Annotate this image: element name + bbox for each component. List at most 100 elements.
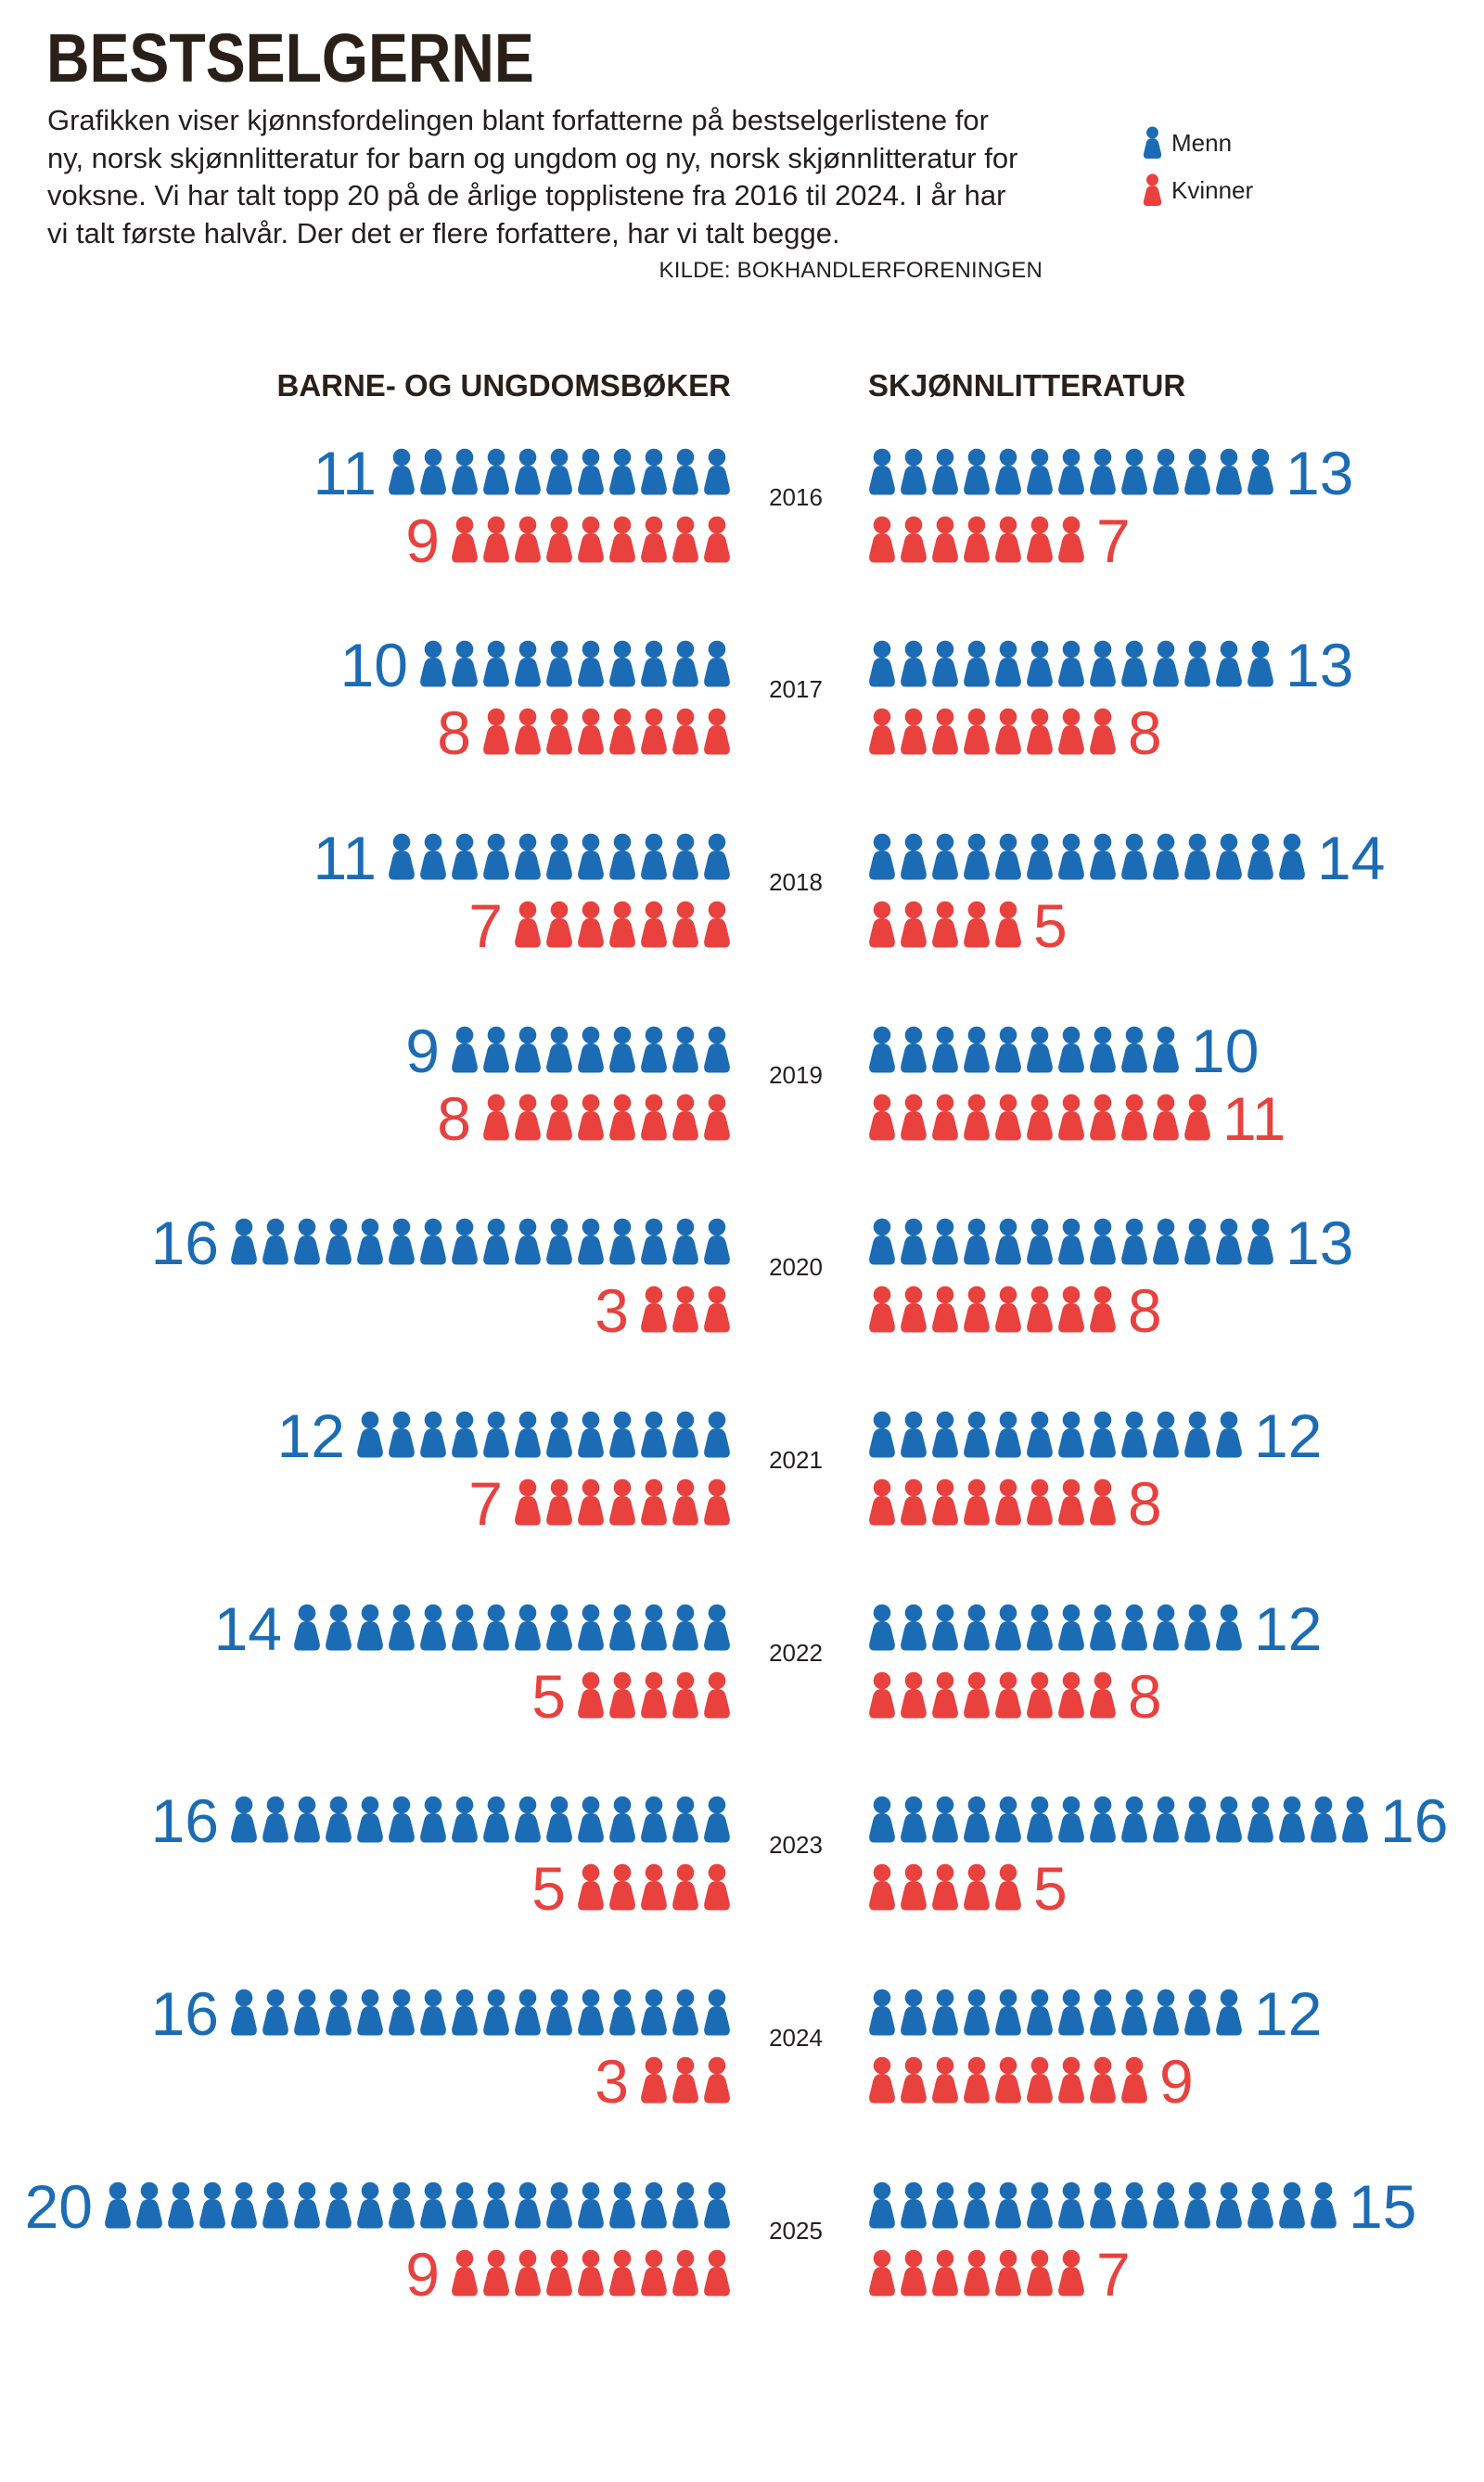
- woman-icon: [1057, 2249, 1085, 2297]
- women-count-label: 7: [1096, 2239, 1131, 2309]
- man-icon: [577, 2181, 605, 2230]
- man-icon: [672, 2181, 699, 2230]
- woman-icon: [514, 2249, 542, 2297]
- woman-icon: [1026, 2056, 1054, 2105]
- woman-icon: [514, 516, 542, 564]
- man-icon: [994, 640, 1022, 688]
- woman-icon: [963, 1094, 991, 1142]
- women-count-label: 8: [1128, 698, 1162, 768]
- man-icon: [514, 448, 542, 496]
- woman-icon: [994, 708, 1022, 756]
- woman-icon: [868, 516, 896, 564]
- year-label: 2024: [769, 2024, 823, 2053]
- man-icon: [577, 1796, 605, 1844]
- woman-icon: [1120, 1094, 1148, 1142]
- man-icon: [672, 448, 699, 496]
- man-icon: [104, 2181, 132, 2230]
- man-icon: [419, 640, 447, 688]
- woman-icon: [514, 1478, 542, 1527]
- men-count-label: 14: [1317, 823, 1386, 892]
- man-icon: [451, 448, 479, 496]
- man-icon: [1247, 640, 1274, 688]
- man-icon: [577, 1604, 605, 1652]
- man-icon: [1089, 2181, 1117, 2230]
- man-icon: [608, 1218, 636, 1266]
- man-icon: [1057, 1411, 1085, 1459]
- women-count-label: 5: [1033, 890, 1068, 960]
- man-icon: [545, 448, 573, 496]
- man-icon: [963, 1218, 991, 1266]
- man-icon: [994, 1411, 1022, 1459]
- man-icon: [545, 1989, 573, 2037]
- man-icon: [1152, 1796, 1180, 1844]
- woman-icon: [577, 1094, 605, 1142]
- man-icon: [482, 640, 510, 688]
- man-icon: [1152, 448, 1180, 496]
- man-icon: [608, 1989, 636, 2037]
- woman-icon: [545, 1094, 573, 1142]
- man-icon: [672, 1989, 699, 2037]
- woman-icon: [703, 2249, 731, 2297]
- men-count-label: 12: [1254, 1401, 1323, 1470]
- woman-icon: [514, 1094, 542, 1142]
- man-icon: [545, 833, 573, 881]
- man-icon: [672, 640, 699, 688]
- woman-icon: [963, 1478, 991, 1527]
- man-icon: [703, 1218, 731, 1266]
- man-icon: [482, 833, 510, 881]
- man-icon: [1026, 833, 1054, 881]
- woman-icon: [994, 2249, 1022, 2297]
- man-icon: [356, 1604, 384, 1652]
- woman-icon: [900, 901, 928, 949]
- man-icon: [1026, 1989, 1054, 2037]
- man-icon: [325, 1218, 352, 1266]
- man-icon: [293, 1989, 321, 2037]
- woman-icon: [482, 708, 510, 756]
- man-icon: [1120, 2181, 1148, 2230]
- men-count-label: 12: [276, 1401, 345, 1470]
- man-icon: [419, 833, 447, 881]
- man-icon: [1057, 1604, 1085, 1652]
- man-icon: [963, 1604, 991, 1652]
- man-icon: [451, 1411, 479, 1459]
- man-icon: [1120, 1218, 1148, 1266]
- man-icon: [900, 2181, 928, 2230]
- man-icon: [900, 448, 928, 496]
- man-icon: [419, 1989, 447, 2037]
- man-icon: [1120, 640, 1148, 688]
- men-count-label: 16: [150, 1209, 219, 1278]
- woman-icon: [1026, 1286, 1054, 1334]
- man-icon: [545, 640, 573, 688]
- man-icon: [1310, 1796, 1337, 1844]
- man-icon: [994, 1796, 1022, 1844]
- women-count-label: 9: [405, 2239, 440, 2309]
- man-icon: [703, 1604, 731, 1652]
- man-icon: [608, 640, 636, 688]
- women-count-label: 8: [437, 1083, 471, 1153]
- woman-icon: [931, 2249, 959, 2297]
- woman-icon: [1152, 1094, 1180, 1142]
- woman-icon: [608, 1863, 636, 1912]
- man-icon: [868, 2181, 896, 2230]
- woman-icon: [994, 1094, 1022, 1142]
- woman-icon: [672, 901, 699, 949]
- woman-icon: [900, 2056, 928, 2105]
- man-icon: [703, 448, 731, 496]
- woman-icon: [1057, 708, 1085, 756]
- man-icon: [514, 1411, 542, 1459]
- women-count-label: 5: [531, 1661, 566, 1731]
- man-icon: [868, 1218, 896, 1266]
- man-icon: [1026, 1026, 1054, 1074]
- man-icon: [703, 1989, 731, 2037]
- man-icon: [1057, 448, 1085, 496]
- woman-icon: [545, 901, 573, 949]
- man-icon: [545, 1411, 573, 1459]
- men-count-label: 13: [1286, 438, 1354, 507]
- woman-icon: [672, 516, 699, 564]
- man-icon: [868, 833, 896, 881]
- man-icon: [1247, 1796, 1274, 1844]
- man-icon: [931, 833, 959, 881]
- man-icon: [931, 640, 959, 688]
- woman-icon: [672, 1094, 699, 1142]
